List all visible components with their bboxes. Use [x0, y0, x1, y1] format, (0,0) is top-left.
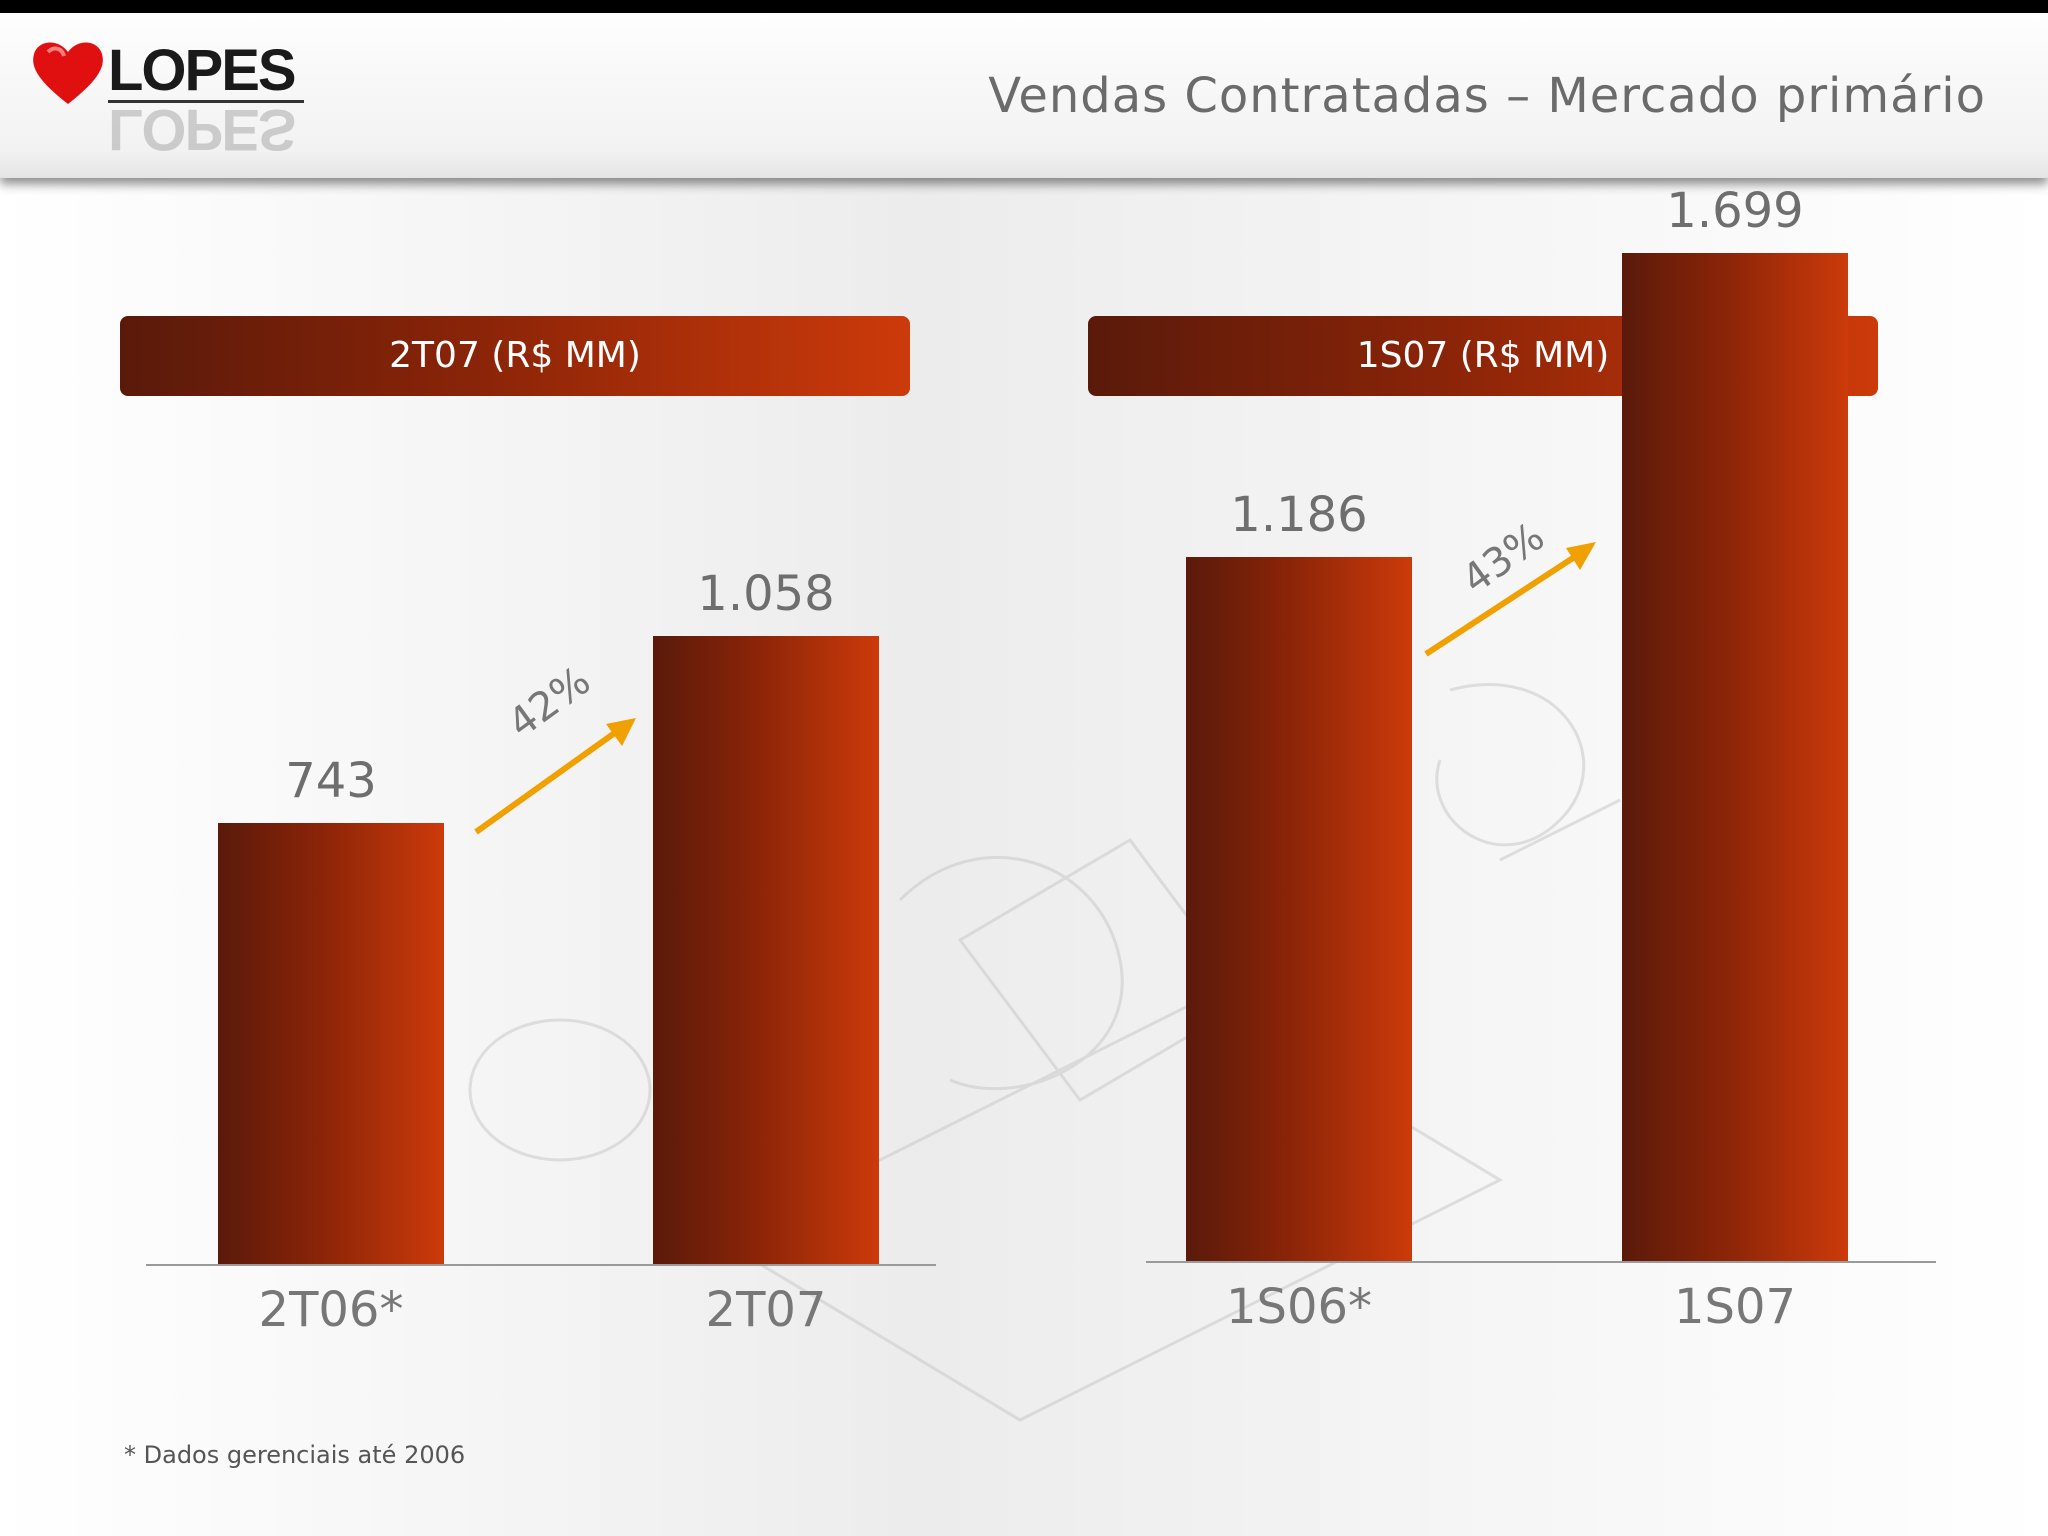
chart-2-growth-arrow-icon — [1424, 542, 1596, 657]
logo-reflection: LOPES — [108, 97, 295, 162]
logo-wordmark: LOPES — [108, 38, 297, 103]
heart-icon — [33, 42, 103, 104]
lopes-logo: LOPES LOPES — [30, 38, 304, 162]
chart-2-bar-1s06 — [1186, 557, 1412, 1261]
header-top-line — [0, 0, 2048, 13]
header-bar: LOPES LOPES Vendas Contratadas – Mercado… — [0, 0, 2048, 178]
chart-2-value-label-1s06: 1.186 — [1230, 487, 1368, 544]
chart-2-bar-1s07 — [1622, 252, 1848, 1261]
chart-2-baseline — [1146, 1261, 1936, 1263]
chart-1-category-2t07: 2T07 — [705, 1282, 827, 1338]
chart-2-category-1s06: 1S06* — [1225, 1279, 1373, 1335]
footnote: * Dados gerenciais até 2006 — [124, 1441, 466, 1469]
chart-1-bar-2t07 — [653, 636, 879, 1264]
chart-1-category-2t06: 2T06* — [258, 1282, 404, 1338]
chart-1-value-label-2t07: 1.058 — [697, 566, 835, 623]
chart-1-growth-arrow-icon — [474, 718, 636, 835]
chart-2-value-label-1s07: 1.699 — [1666, 182, 1804, 239]
chart-2-category-1s07: 1S07 — [1673, 1279, 1797, 1335]
chart-1-baseline — [146, 1264, 936, 1266]
chart-1-title-banner: 2T07 (R$ MM) — [120, 316, 910, 396]
page-title: Vendas Contratadas – Mercado primário — [988, 68, 1986, 124]
logo-underline — [108, 100, 304, 103]
chart-1-bar-2t06 — [218, 823, 444, 1264]
chart-1-value-label-2t06: 743 — [285, 753, 377, 810]
